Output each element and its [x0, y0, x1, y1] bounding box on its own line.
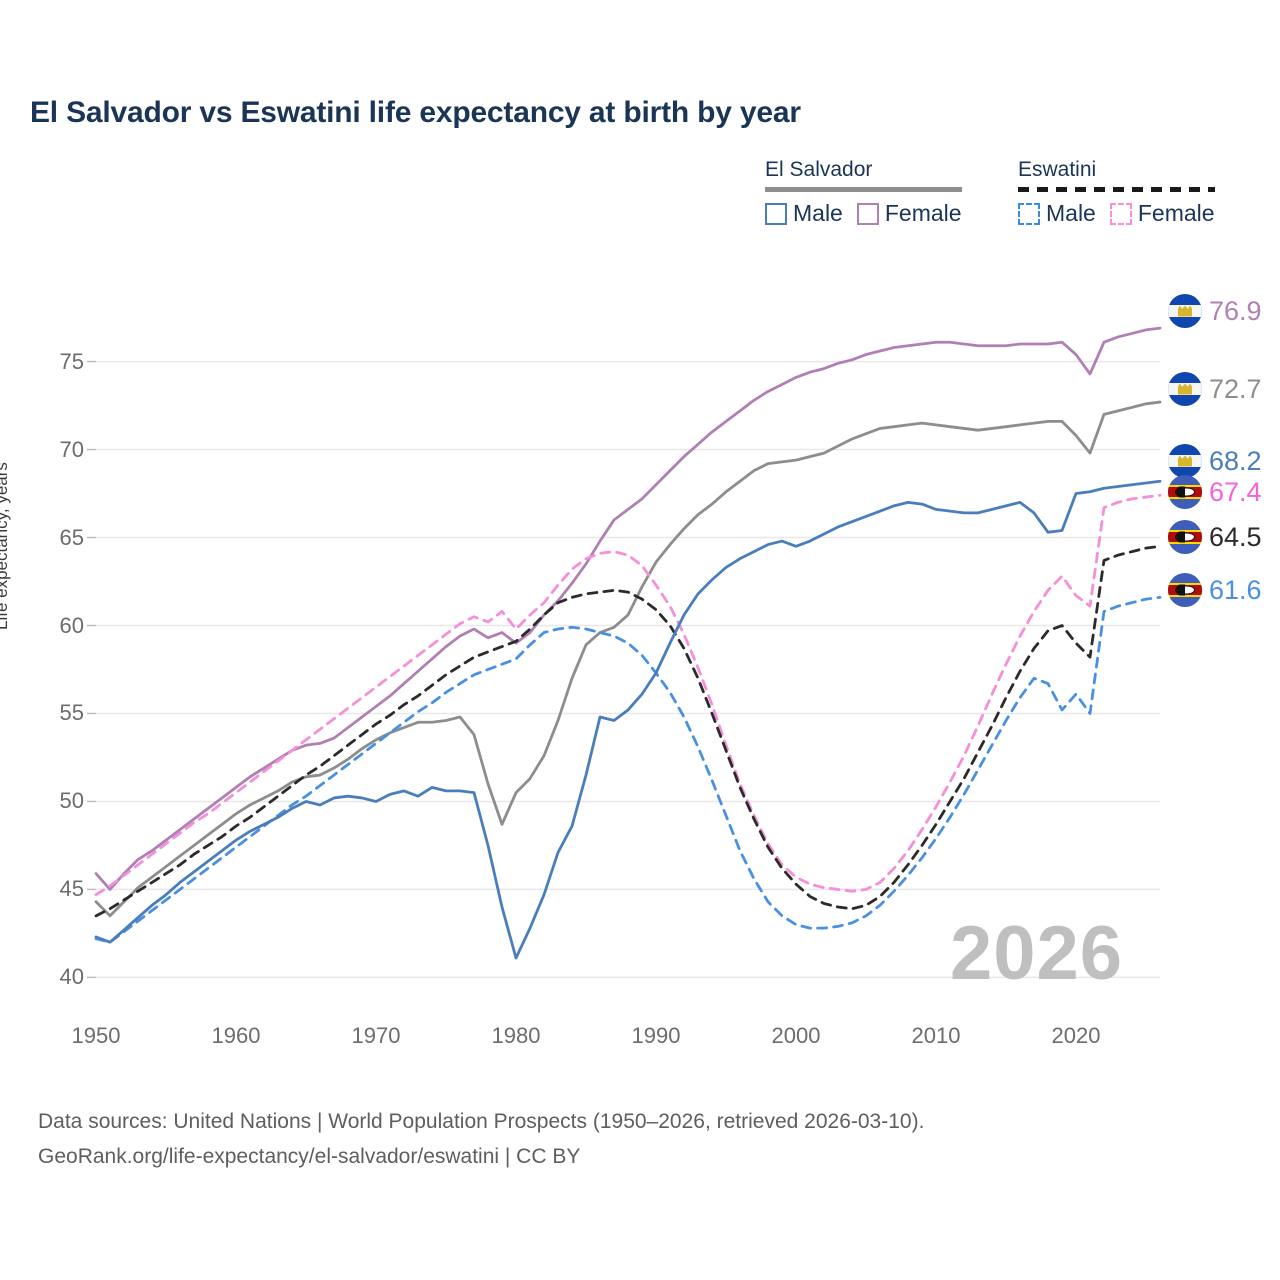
- legend-group-el-salvador: El Salvador Male Female: [765, 158, 962, 227]
- legend-rule-dashed: [1018, 187, 1215, 192]
- el-salvador-flag-icon: [1168, 294, 1202, 328]
- footer-line-sources: Data sources: United Nations | World Pop…: [38, 1110, 925, 1133]
- legend-group-eswatini: Eswatini Male Female: [1018, 158, 1215, 227]
- legend-item-eswatini-female[interactable]: Female: [1109, 200, 1215, 227]
- series-end-value: 61.6: [1209, 574, 1262, 605]
- series-line: [94, 595, 1162, 944]
- legend-item-label: Female: [1137, 200, 1215, 226]
- eswatini-flag-icon: [1168, 573, 1202, 607]
- legend-rule-solid: [765, 187, 962, 192]
- y-axis-tick-label: 65: [59, 524, 84, 550]
- legend-item-el-salvador-female[interactable]: Female: [856, 200, 962, 227]
- series-end-value: 68.2: [1209, 445, 1262, 476]
- legend-item-label: Male: [1046, 200, 1096, 226]
- y-axis-tick-label: 45: [59, 876, 84, 902]
- legend-swatch-icon: [765, 202, 787, 225]
- footer-line-url: GeoRank.org/life-expectancy/el-salvador/…: [38, 1145, 581, 1168]
- footer-credits: Data sources: United Nations | World Pop…: [38, 1104, 924, 1174]
- y-axis-tick-label: 70: [59, 436, 84, 462]
- legend-item-eswatini-male[interactable]: Male: [1018, 200, 1096, 227]
- year-watermark: 2026: [950, 911, 1124, 996]
- legend-country-label: El Salvador: [765, 158, 873, 181]
- series-line: [94, 479, 1162, 960]
- y-axis-tick-label: 75: [59, 348, 84, 374]
- series-line: [94, 400, 1162, 918]
- legend-swatch-icon: [1018, 202, 1040, 225]
- el-salvador-flag-icon: [1168, 444, 1202, 478]
- x-axis-tick-label: 1950: [71, 1023, 121, 1048]
- chart-legend: El Salvador Male Female Eswatini Male: [750, 158, 1250, 240]
- eswatini-flag-icon: [1168, 520, 1202, 554]
- series-end-label: 72.7: [1168, 372, 1262, 406]
- legend-swatch-icon: [856, 202, 879, 225]
- series-line: [94, 326, 1162, 891]
- x-axis-tick-label: 1990: [631, 1023, 681, 1048]
- el-salvador-flag-icon: [1168, 372, 1202, 406]
- x-axis-tick-label: 1980: [491, 1023, 541, 1048]
- series-end-label: 76.9: [1168, 294, 1262, 328]
- x-axis-tick-label: 2000: [771, 1023, 821, 1048]
- series-end-value: 67.4: [1209, 476, 1262, 507]
- legend-country-label: Eswatini: [1018, 158, 1097, 181]
- page-title: El Salvador vs Eswatini life expectancy …: [30, 96, 801, 129]
- y-axis-tick-label: 55: [59, 700, 84, 726]
- series-end-label: 64.5: [1168, 520, 1262, 554]
- series-end-value: 72.7: [1209, 373, 1262, 404]
- legend-item-label: Male: [793, 200, 843, 226]
- series-line: [94, 493, 1162, 897]
- series-end-label: 67.4: [1168, 475, 1262, 509]
- y-axis-tick-label: 40: [59, 964, 84, 990]
- series-end-label: 61.6: [1168, 573, 1262, 607]
- y-axis-tick-label: 50: [59, 788, 84, 814]
- x-axis-tick-label: 2020: [1051, 1023, 1101, 1048]
- x-axis-tick-label: 1970: [351, 1023, 401, 1048]
- series-end-value: 76.9: [1209, 295, 1262, 326]
- series-end-label: 68.2: [1168, 444, 1262, 478]
- legend-item-label: Female: [884, 200, 962, 226]
- series-end-value: 64.5: [1209, 521, 1262, 552]
- x-axis-tick-label: 1960: [211, 1023, 261, 1048]
- x-axis-tick-label: 2010: [911, 1023, 961, 1048]
- eswatini-flag-icon: [1168, 475, 1202, 509]
- series-line: [94, 544, 1162, 918]
- legend-swatch-icon: [1109, 202, 1132, 225]
- legend-item-el-salvador-male[interactable]: Male: [765, 200, 843, 227]
- y-axis-tick-label: 60: [59, 612, 84, 638]
